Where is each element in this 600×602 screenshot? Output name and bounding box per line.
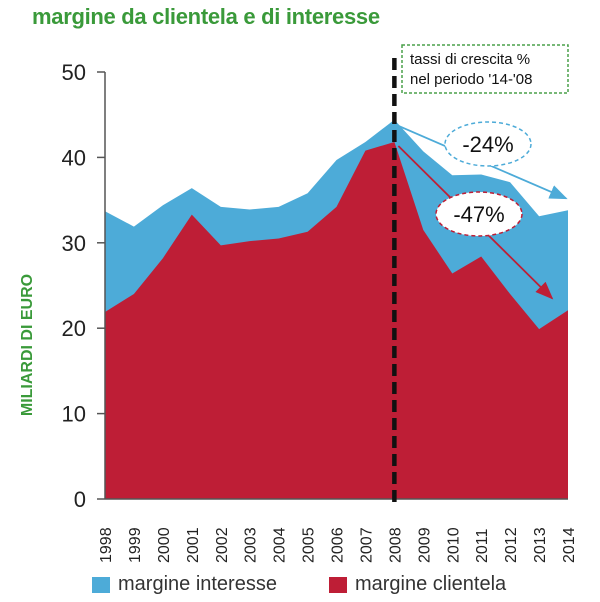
x-tick-label: 2006 — [330, 527, 347, 563]
x-tick-label: 2007 — [358, 527, 375, 563]
legend-label-interesse: margine interesse — [118, 573, 277, 595]
annotation-box — [401, 44, 569, 94]
y-tick-label: 30 — [62, 231, 86, 256]
x-tick-label: 2013 — [532, 527, 549, 563]
y-axis-title: MILIARDI DI EURO — [19, 274, 36, 416]
growth-label-clientela: -47% — [453, 202, 504, 227]
growth-badge-interesse — [444, 121, 532, 167]
y-tick-label: 40 — [62, 145, 86, 170]
y-tick-label: 20 — [62, 316, 86, 341]
legend-swatch-clientela — [328, 576, 347, 593]
legend: margine interesse margine clientela — [92, 573, 558, 596]
legend-item-interesse: margine interesse — [92, 573, 277, 596]
legend-item-clientela: margine clientela — [328, 573, 507, 596]
y-tick-label: 10 — [62, 402, 86, 427]
x-tick-label: 2009 — [416, 527, 433, 563]
x-tick-label: 2010 — [445, 527, 462, 563]
x-tick-label: 2011 — [474, 528, 491, 563]
legend-swatch-interesse — [92, 576, 110, 593]
annotation-line-2: nel periodo '14-'08 — [410, 71, 532, 88]
x-tick-label: 2014 — [561, 527, 578, 563]
x-tick-label: 2005 — [301, 527, 318, 563]
x-tick-label: 2004 — [272, 527, 289, 563]
chart-title: margine da clientela e di interesse — [32, 4, 380, 29]
x-tick-label: 2012 — [503, 527, 520, 563]
growth-label-interesse: -24% — [462, 132, 513, 157]
series-area-clientela — [105, 142, 568, 499]
x-tick-label: 2003 — [243, 527, 260, 563]
y-tick-label: 50 — [62, 60, 86, 85]
growth-badge-clientela — [435, 191, 523, 237]
x-tick-label: 2002 — [214, 527, 231, 563]
legend-label-clientela: margine clientela — [354, 573, 507, 595]
x-tick-label: 2001 — [185, 527, 202, 563]
x-tick-label: 2008 — [387, 527, 404, 563]
y-tick-label: 0 — [74, 487, 86, 512]
x-tick-label: 1998 — [98, 527, 115, 563]
x-tick-label: 2000 — [156, 527, 173, 563]
annotation-line-1: tassi di crescita % — [410, 51, 530, 68]
x-tick-label: 1999 — [127, 527, 144, 563]
